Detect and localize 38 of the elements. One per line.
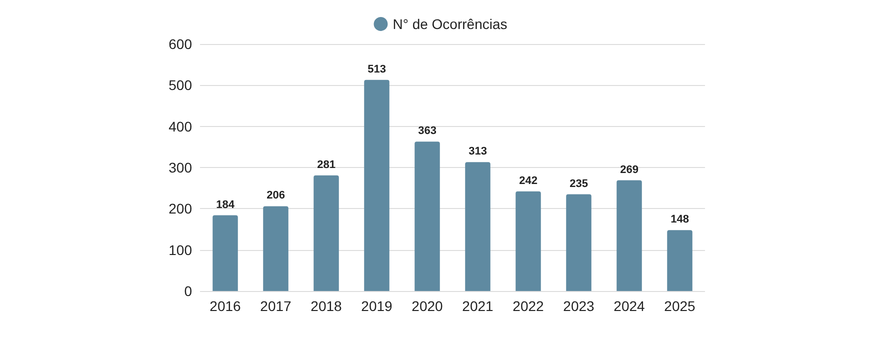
x-tick-label: 2025 bbox=[664, 298, 696, 314]
data-label: 281 bbox=[317, 158, 336, 171]
data-label: 513 bbox=[368, 63, 386, 76]
data-label: 313 bbox=[468, 146, 487, 158]
bar bbox=[616, 180, 642, 291]
x-tick-label: 2017 bbox=[260, 298, 292, 314]
y-tick-label: 300 bbox=[168, 160, 192, 176]
bar bbox=[414, 142, 440, 291]
data-label: 235 bbox=[570, 178, 588, 190]
y-tick-label: 100 bbox=[168, 242, 192, 258]
y-tick-label: 400 bbox=[168, 118, 192, 134]
x-tick-label: 2019 bbox=[361, 298, 393, 314]
bar bbox=[364, 80, 390, 291]
data-label: 206 bbox=[266, 190, 285, 202]
x-tick-label: 2020 bbox=[412, 298, 444, 314]
bar bbox=[212, 215, 238, 291]
x-tick-label: 2021 bbox=[462, 298, 494, 314]
bar bbox=[263, 206, 288, 291]
y-tick-label: 200 bbox=[168, 200, 192, 217]
bar bbox=[314, 175, 339, 291]
bar bbox=[465, 162, 490, 291]
data-label: 148 bbox=[670, 214, 689, 226]
bar bbox=[667, 230, 692, 291]
data-label: 269 bbox=[620, 164, 638, 176]
y-tick-label: 500 bbox=[168, 77, 192, 94]
x-tick-label: 2023 bbox=[563, 298, 595, 314]
data-label: 184 bbox=[216, 198, 236, 211]
bar bbox=[516, 191, 541, 291]
data-label: 242 bbox=[519, 174, 538, 187]
x-tick-label: 2016 bbox=[210, 298, 242, 314]
y-tick-label: 0 bbox=[184, 283, 192, 299]
y-tick-label: 600 bbox=[168, 36, 192, 52]
legend-label: N° de Ocorrências bbox=[392, 16, 508, 32]
x-tick-label: 2024 bbox=[614, 298, 646, 314]
data-label: 363 bbox=[418, 125, 436, 138]
x-tick-label: 2022 bbox=[512, 298, 544, 314]
bar bbox=[566, 194, 592, 291]
x-tick-label: 2018 bbox=[310, 298, 342, 314]
